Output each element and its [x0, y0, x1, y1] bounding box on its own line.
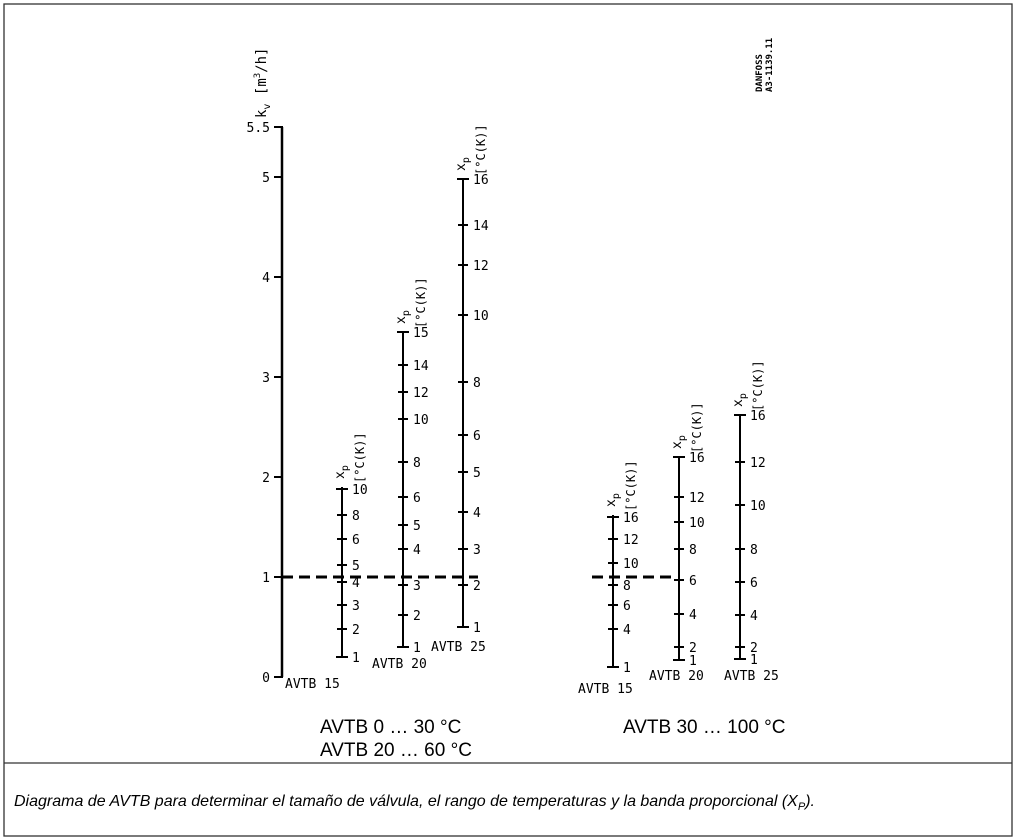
- xp-tick-label: 5: [352, 559, 360, 574]
- xp-tick-label: 6: [352, 533, 360, 548]
- xp-tick-label: 12: [750, 456, 766, 471]
- xp-tick-label: 12: [623, 533, 639, 548]
- kv-axis: 0 1 2 3 4 5 5.5 kv [m3/h]: [247, 48, 284, 686]
- maker-mark: DANFOSS A3-1139.11: [755, 38, 775, 92]
- model-label: AVTB 20: [372, 657, 427, 672]
- xp-tick-label: 8: [750, 543, 758, 558]
- caption-subscript: P: [797, 801, 806, 814]
- xp-tick-label: 10: [413, 413, 429, 428]
- xp-tick-label: 1: [413, 641, 421, 656]
- xp-tick-label: 4: [689, 608, 697, 623]
- model-label: AVTB 25: [431, 640, 486, 655]
- xp-symbol: xp: [670, 435, 688, 449]
- xp-tick-label: 10: [352, 483, 368, 498]
- xp-tick-label: 8: [413, 456, 421, 471]
- xp-tick-label: 8: [689, 543, 697, 558]
- xp-unit: [°C(K)]: [474, 124, 488, 175]
- xp-tick-label: 8: [473, 376, 481, 391]
- xp-tick-label: 3: [352, 599, 360, 614]
- xp-symbol: xp: [731, 393, 749, 407]
- xp-tick-label: 2: [413, 609, 421, 624]
- xp-tick-label: 4: [352, 576, 360, 591]
- range-label-high: AVTB 30 … 100 °C: [623, 717, 785, 738]
- model-label: AVTB 15: [578, 682, 633, 697]
- xp-tick-label: 10: [473, 309, 489, 324]
- xp-tick-label: 1: [689, 654, 697, 669]
- kv-axis-title: kv [m3/h]: [253, 48, 273, 118]
- xp-tick-label: 2: [352, 623, 360, 638]
- xp-unit: [°C(K)]: [690, 402, 704, 453]
- kv-tick-label: 0: [262, 671, 270, 686]
- xp-tick-label: 1: [352, 651, 360, 666]
- xp-tick-label: 16: [750, 409, 766, 424]
- xp-tick-label: 1: [623, 661, 631, 676]
- xp-tick-label: 10: [689, 516, 705, 531]
- xp-tick-label: 4: [750, 609, 758, 624]
- xp-tick-label: 8: [623, 579, 631, 594]
- xp-tick-label: 2: [473, 579, 481, 594]
- xp-tick-label: 10: [750, 499, 766, 514]
- model-label: AVTB 25: [724, 669, 779, 684]
- kv-tick-label: 1: [262, 571, 270, 586]
- xp-tick-label: 12: [473, 259, 489, 274]
- xp-unit: [°C(K)]: [414, 277, 428, 328]
- xp-tick-label: 14: [473, 219, 489, 234]
- figure-caption: Diagrama de AVTB para determinar el tama…: [14, 793, 1004, 813]
- xp-symbol: xp: [394, 310, 412, 324]
- xp-tick-label: 10: [623, 557, 639, 572]
- xp-tick-label: 12: [413, 386, 429, 401]
- xp-symbol: xp: [333, 465, 351, 479]
- kv-tick-label: 4: [262, 271, 270, 286]
- xp-tick-label: 8: [352, 509, 360, 524]
- xp-symbol: xp: [604, 493, 622, 507]
- kv-tick-label: 5.5: [247, 121, 270, 136]
- xp-tick-label: 3: [413, 579, 421, 594]
- xp-tick-label: 16: [473, 173, 489, 188]
- range-label-low-2: AVTB 20 … 60 °C: [320, 740, 472, 761]
- xp-tick-label: 6: [413, 491, 421, 506]
- kv-tick-label: 5: [262, 171, 270, 186]
- model-label: AVTB 15: [285, 677, 340, 692]
- xp-tick-label: 12: [689, 491, 705, 506]
- xp-unit: [°C(K)]: [353, 432, 367, 483]
- xp-tick-label: 1: [473, 621, 481, 636]
- xp-tick-label: 2: [750, 641, 758, 656]
- xp-tick-label: 5: [413, 519, 421, 534]
- kv-tick-label: 3: [262, 371, 270, 386]
- xp-tick-label: 1: [750, 653, 758, 668]
- xp-unit: [°C(K)]: [624, 460, 638, 511]
- kv-tick-label: 2: [262, 471, 270, 486]
- xp-tick-label: 6: [689, 574, 697, 589]
- xp-tick-label: 6: [623, 599, 631, 614]
- xp-tick-label: 4: [413, 543, 421, 558]
- xp-tick-label: 6: [750, 576, 758, 591]
- xp-tick-label: 16: [623, 511, 639, 526]
- xp-tick-label: 14: [413, 359, 429, 374]
- xp-symbol: xp: [454, 157, 472, 171]
- xp-tick-label: 4: [623, 623, 631, 638]
- xp-tick-label: 6: [473, 429, 481, 444]
- caption-end: ).: [805, 793, 815, 810]
- model-label: AVTB 20: [649, 669, 704, 684]
- xp-tick-label: 15: [413, 326, 429, 341]
- xp-tick-label: 5: [473, 466, 481, 481]
- range-label-low-1: AVTB 0 … 30 °C: [320, 717, 461, 738]
- xp-tick-label: 2: [689, 641, 697, 656]
- xp-tick-label: 4: [473, 506, 481, 521]
- xp-tick-label: 3: [473, 543, 481, 558]
- xp-tick-label: 16: [689, 451, 705, 466]
- xp-unit: [°C(K)]: [751, 360, 765, 411]
- caption-text: Diagrama de AVTB para determinar el tama…: [14, 793, 798, 810]
